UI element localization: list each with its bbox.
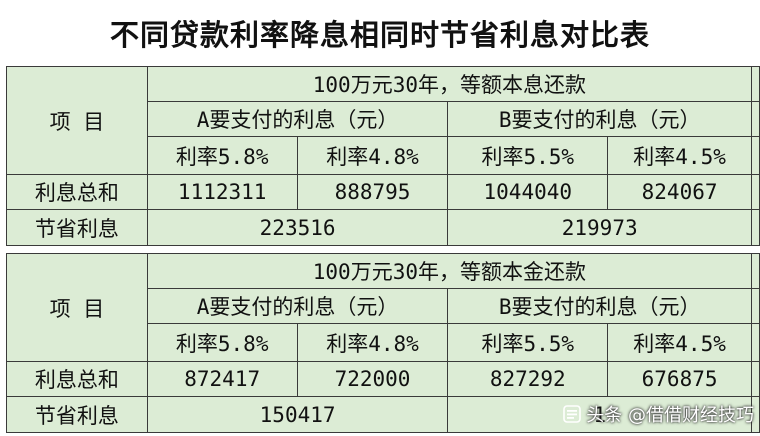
watermark: 头条 @借借财经技巧	[562, 398, 754, 430]
total-interest-cell: 824067	[607, 174, 752, 210]
total-interest-cell: 676875	[607, 361, 752, 397]
table-spacer	[750, 396, 760, 433]
rate-cell: 利率4.8%	[296, 136, 449, 175]
rate-cell: 利率5.8%	[146, 323, 298, 362]
table-spacer	[750, 136, 760, 175]
rate-cell: 利率4.8%	[296, 323, 449, 362]
rate-cell: 利率5.5%	[447, 136, 609, 175]
table-spacer	[750, 66, 760, 102]
table-spacer	[750, 209, 760, 246]
saving-label: 节省利息	[6, 396, 148, 433]
rate-cell: 利率5.5%	[447, 323, 609, 362]
rate-cell: 利率5.8%	[146, 136, 298, 175]
section-header: 100万元30年，等额本金还款	[146, 253, 752, 289]
table-spacer	[750, 174, 760, 210]
total-interest-cell: 1112311	[146, 174, 298, 210]
total-interest-cell: 827292	[447, 361, 609, 397]
watermark-text: 头条 @借借财经技巧	[586, 405, 754, 426]
table-spacer	[750, 101, 760, 137]
group-a-header: A要支付的利息（元）	[146, 101, 449, 137]
section-header: 100万元30年，等额本息还款	[146, 66, 752, 102]
table-spacer	[750, 361, 760, 397]
saving-a-cell: 223516	[146, 209, 449, 246]
item-label: 项 目	[6, 66, 148, 175]
toutiao-logo-icon	[563, 405, 582, 423]
rate-cell: 利率4.5%	[607, 136, 752, 175]
saving-b-cell: 1	[447, 396, 752, 433]
saving-b-cell: 219973	[447, 209, 752, 246]
group-b-header: B要支付的利息（元）	[447, 288, 752, 324]
total-interest-cell: 872417	[146, 361, 298, 397]
saving-a-cell: 150417	[146, 396, 449, 433]
total-interest-cell: 888795	[296, 174, 449, 210]
table-spacer	[750, 253, 760, 289]
total-interest-cell: 722000	[296, 361, 449, 397]
table-spacer	[750, 323, 760, 362]
total-interest-cell: 1044040	[447, 174, 609, 210]
comparison-table-equal-principal: 项 目 100万元30年，等额本金还款 A要支付的利息（元） B要支付的利息（元…	[6, 253, 760, 433]
page-title: 不同贷款利率降息相同时节省利息对比表	[0, 0, 760, 66]
group-a-header: A要支付的利息（元）	[146, 288, 449, 324]
item-label: 项 目	[6, 253, 148, 362]
table-spacer	[750, 288, 760, 324]
comparison-table-equal-installment: 项 目 100万元30年，等额本息还款 A要支付的利息（元） B要支付的利息（元…	[6, 66, 760, 246]
total-interest-label: 利息总和	[6, 174, 148, 210]
total-interest-label: 利息总和	[6, 361, 148, 397]
rate-cell: 利率4.5%	[607, 323, 752, 362]
saving-label: 节省利息	[6, 209, 148, 246]
group-b-header: B要支付的利息（元）	[447, 101, 752, 137]
